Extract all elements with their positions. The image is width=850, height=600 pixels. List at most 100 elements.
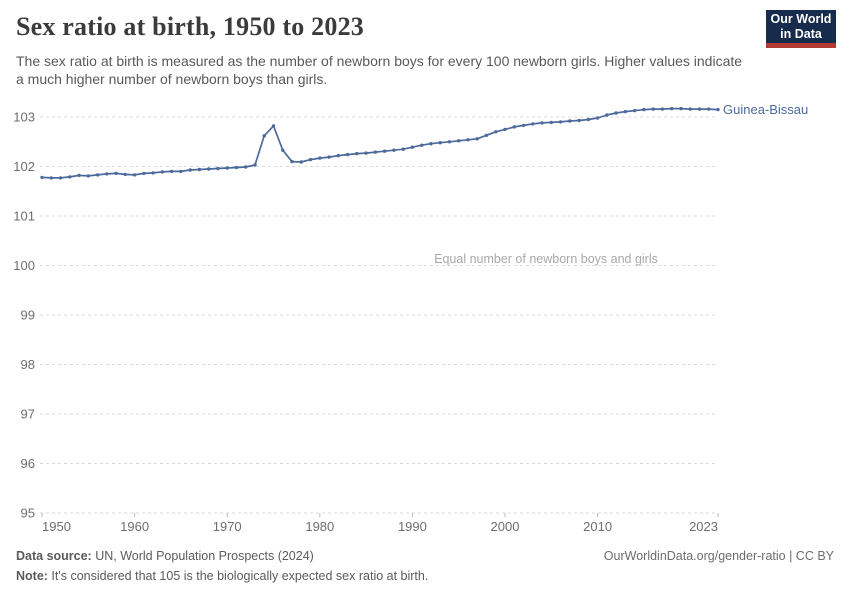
line-chart: 95 96 97 98 99 100 101 102 103 1950 1960 1970 1980 19… <box>13 102 809 534</box>
data-point <box>169 169 174 174</box>
data-point <box>58 176 63 180</box>
data-point <box>697 107 702 111</box>
data-point <box>642 107 646 112</box>
data-point <box>466 138 470 142</box>
data-point <box>207 167 211 171</box>
data-point <box>512 125 516 129</box>
data-point <box>438 141 442 145</box>
y-axis-label-103: 103 <box>13 110 35 125</box>
data-point <box>123 172 128 177</box>
data-point <box>679 106 683 111</box>
x-axis-label-2010: 2010 <box>583 519 612 534</box>
data-point <box>401 147 405 151</box>
data-point <box>216 166 220 171</box>
data-point <box>707 107 711 111</box>
x-axis-label-1950: 1950 <box>42 519 71 534</box>
y-axis-label-96: 96 <box>21 456 35 471</box>
x-axis-label-1980: 1980 <box>305 519 334 534</box>
data-point <box>410 145 415 149</box>
chart-canvas: 95 96 97 98 99 100 101 102 103 1950 1960 1970 1980 19… <box>13 106 720 534</box>
data-point <box>132 173 137 177</box>
data-point <box>197 167 202 172</box>
data-point <box>355 151 359 156</box>
data-point <box>392 148 396 152</box>
footer-row-1: Data source: UN, World Population Prospe… <box>16 546 834 566</box>
data-point <box>614 111 618 115</box>
data-point <box>623 109 628 114</box>
data-point <box>49 176 53 180</box>
page-title: Sex ratio at birth, 1950 to 2023 <box>16 12 364 41</box>
equality-annotation: Equal number of newborn boys and girls <box>434 252 658 266</box>
data-point <box>568 119 572 123</box>
data-point <box>531 122 535 126</box>
x-axis-label-1970: 1970 <box>213 519 242 534</box>
data-point <box>716 107 720 112</box>
data-line-guinea-bissau <box>41 107 719 179</box>
data-point <box>290 159 294 164</box>
data-point <box>670 106 674 111</box>
data-point <box>271 124 276 128</box>
data-source-label: Data source: <box>16 549 92 563</box>
x-axis-label-1990: 1990 <box>398 519 427 534</box>
data-source-text: Data source: UN, World Population Prospe… <box>16 549 314 563</box>
data-point <box>484 133 489 137</box>
data-point <box>549 120 553 125</box>
data-point <box>540 121 544 125</box>
owid-logo-line2: in Data <box>780 26 822 41</box>
y-axis-label-95: 95 <box>21 506 35 521</box>
data-point <box>86 174 91 178</box>
data-point <box>457 139 461 143</box>
data-point <box>318 156 322 160</box>
data-point <box>577 118 581 123</box>
data-point <box>40 175 44 180</box>
data-point <box>160 170 165 174</box>
data-point <box>68 175 72 179</box>
note-text: Note: It's considered that 105 is the bi… <box>16 569 429 583</box>
data-point <box>336 153 340 158</box>
footer-row-2: Note: It's considered that 105 is the bi… <box>16 566 834 586</box>
y-axis-label-97: 97 <box>21 407 35 422</box>
data-point <box>345 152 350 157</box>
y-axis-label-99: 99 <box>21 308 35 323</box>
data-point <box>151 171 155 175</box>
data-point <box>142 171 146 176</box>
data-point <box>688 107 692 111</box>
data-point <box>281 148 285 152</box>
data-point <box>308 157 313 162</box>
data-point <box>503 127 507 132</box>
data-point <box>244 165 248 169</box>
data-point <box>447 140 452 144</box>
y-axis-label-100: 100 <box>13 258 35 273</box>
data-point <box>521 123 526 128</box>
data-point <box>262 134 266 138</box>
x-axis-label-2023: 2023 <box>689 519 718 534</box>
data-point <box>475 137 479 141</box>
series-label-guinea-bissau: Guinea-Bissau <box>723 102 809 117</box>
data-point <box>595 116 600 120</box>
data-point <box>382 149 387 153</box>
data-point <box>77 173 81 178</box>
owid-logo-line1: Our World <box>770 11 832 26</box>
data-point <box>327 155 331 159</box>
x-axis-label-2000: 2000 <box>491 519 520 534</box>
data-point <box>299 160 303 164</box>
data-point <box>586 117 591 122</box>
data-point <box>373 150 378 154</box>
owid-logo: Our World in Data <box>766 10 836 48</box>
data-point <box>95 173 100 177</box>
data-point <box>651 107 655 111</box>
data-point <box>105 172 109 176</box>
x-axis-label-1960: 1960 <box>120 519 149 534</box>
data-point <box>114 171 118 176</box>
data-point <box>605 113 609 117</box>
data-point <box>225 166 229 170</box>
y-axis-label-102: 102 <box>13 159 35 174</box>
data-point <box>253 163 257 167</box>
data-point <box>660 107 665 111</box>
y-axis-label-98: 98 <box>21 357 35 372</box>
data-point <box>633 108 637 113</box>
y-axis-label-101: 101 <box>13 209 35 224</box>
note-label: Note: <box>16 569 48 583</box>
data-point <box>234 165 239 170</box>
